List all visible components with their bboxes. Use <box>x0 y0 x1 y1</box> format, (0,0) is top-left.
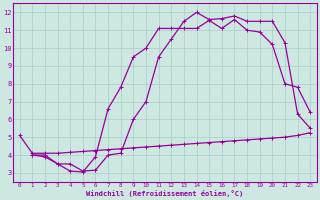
X-axis label: Windchill (Refroidissement éolien,°C): Windchill (Refroidissement éolien,°C) <box>86 190 244 197</box>
